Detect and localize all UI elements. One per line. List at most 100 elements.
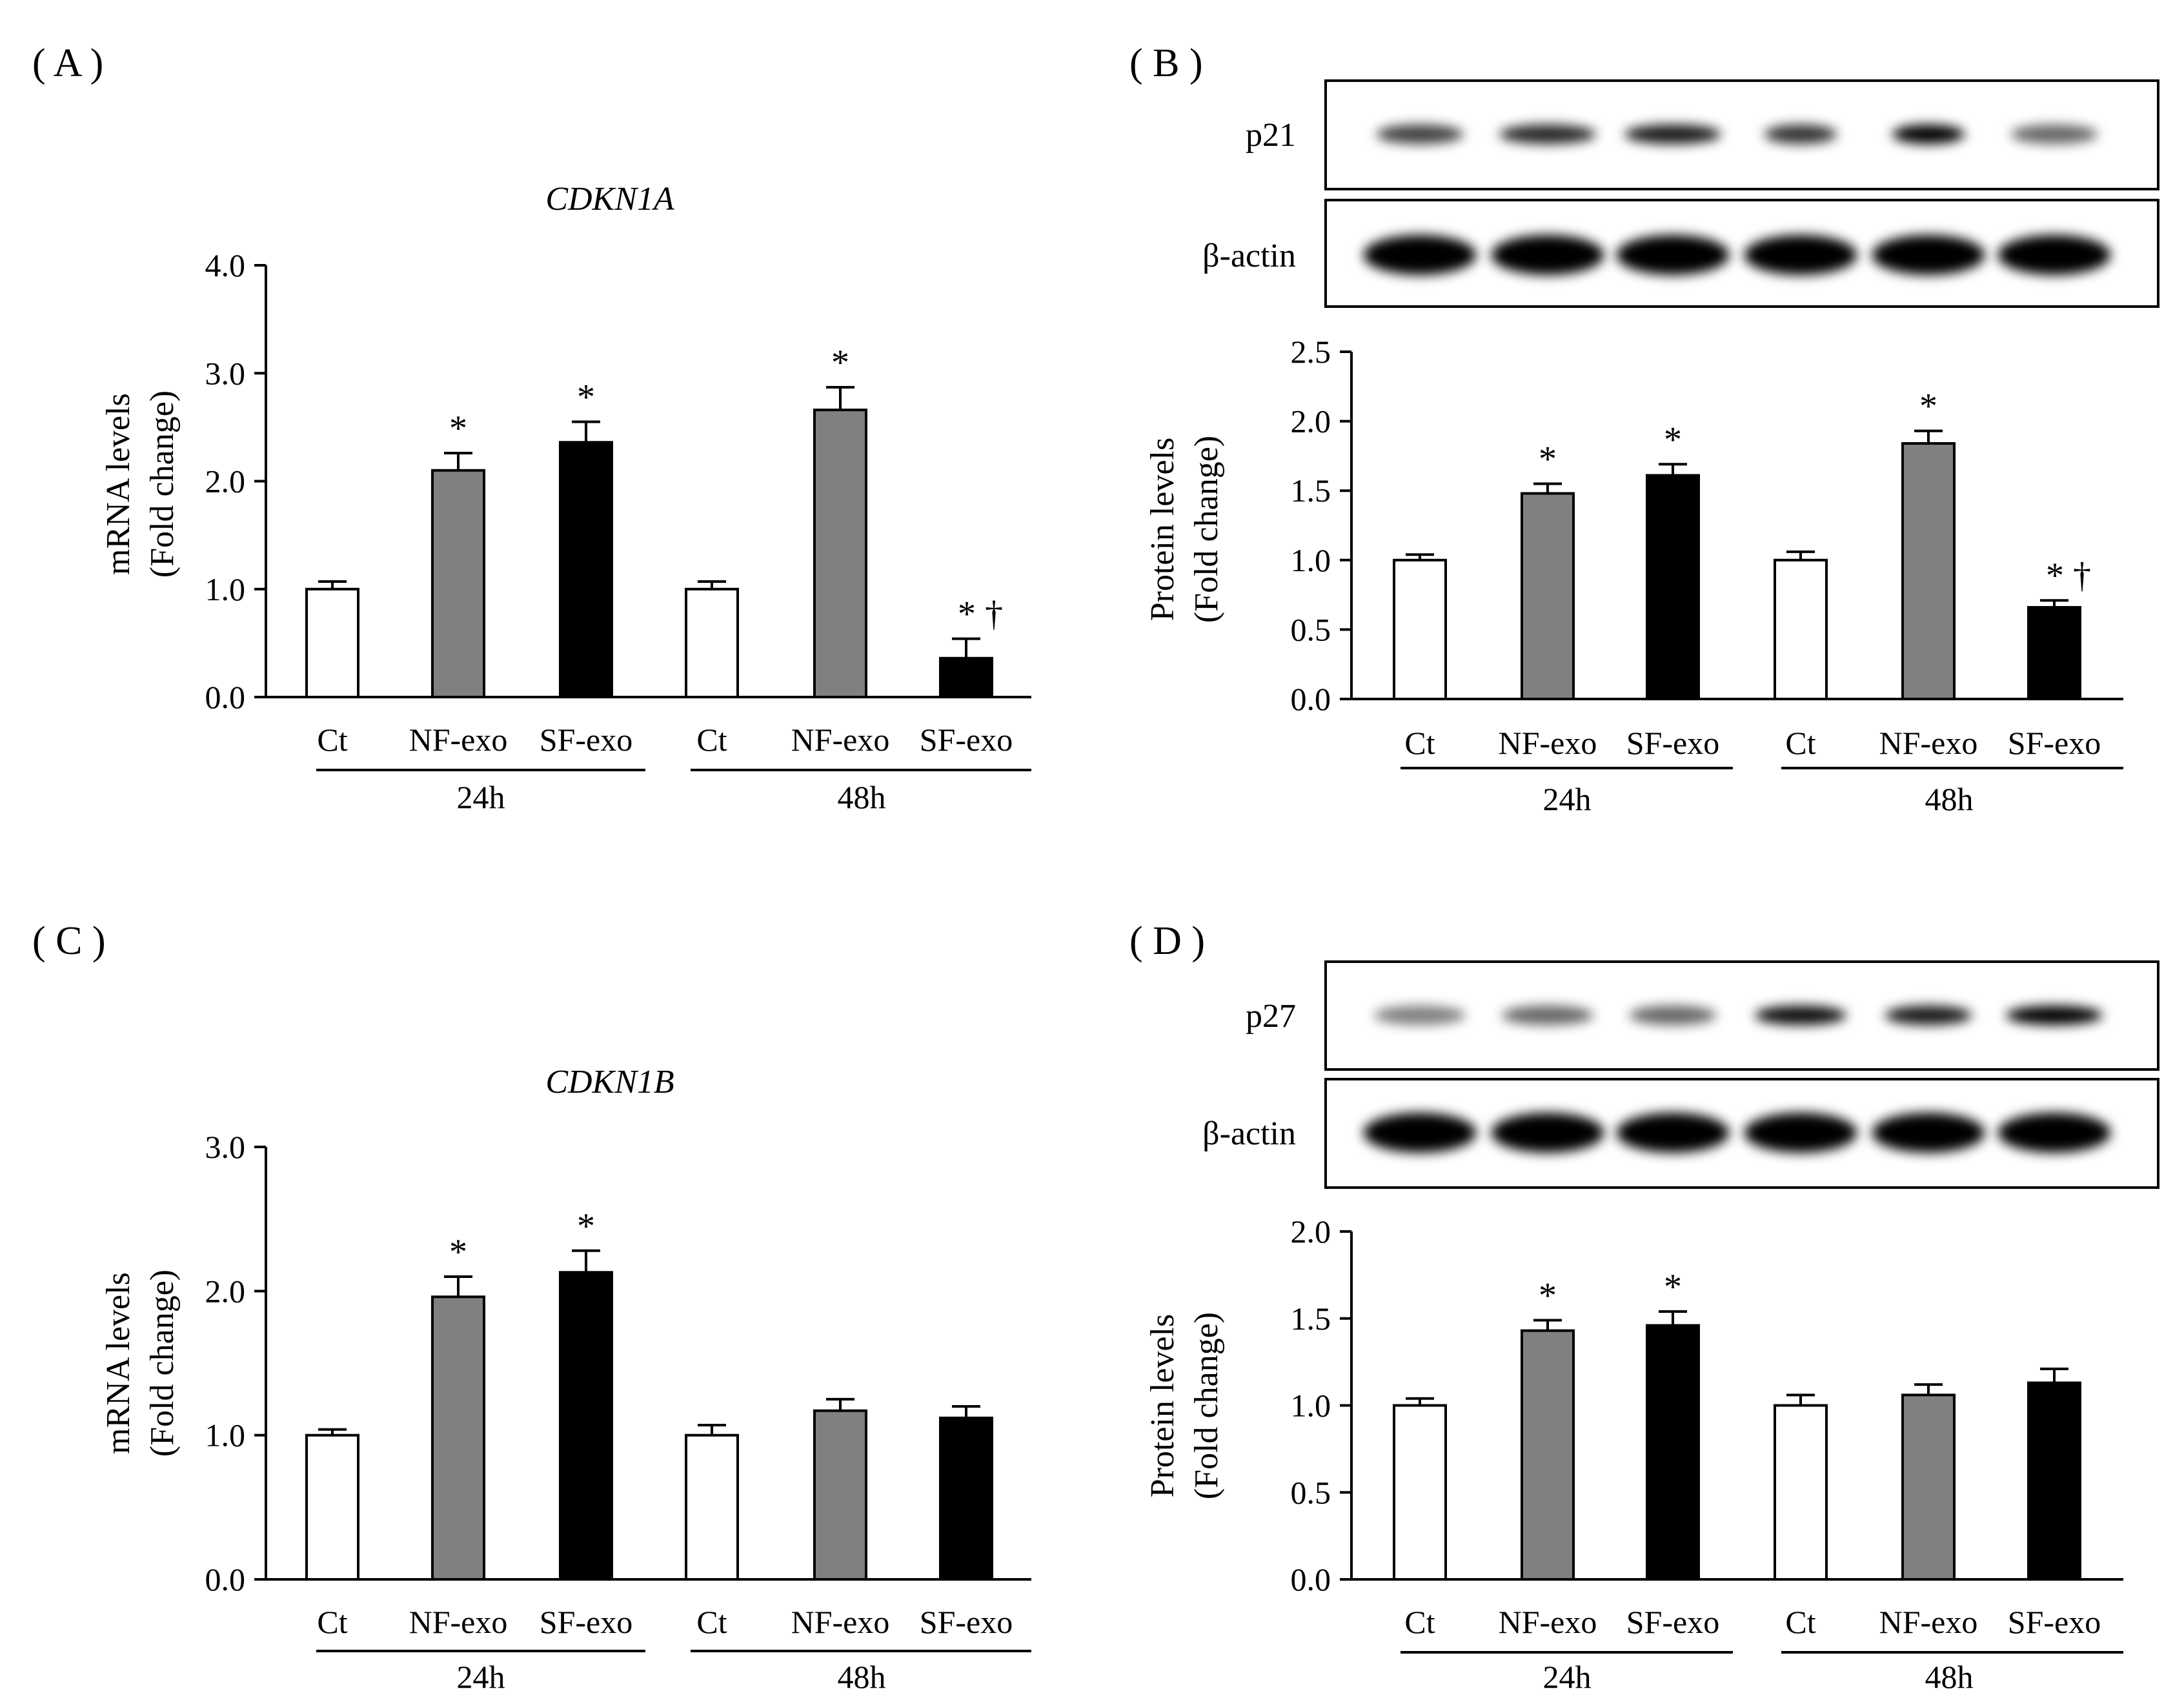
x-tick-label: SF-exo bbox=[920, 722, 1013, 758]
bar bbox=[559, 441, 613, 698]
blot-band bbox=[1491, 235, 1604, 275]
bar bbox=[939, 656, 993, 698]
chart-title: CDKN1A bbox=[545, 181, 674, 218]
y-tick-label: 1.0 bbox=[1291, 1388, 1331, 1424]
chart-title: CDKN1B bbox=[545, 1064, 674, 1100]
group-label: 48h bbox=[1925, 781, 1974, 817]
group-label: 48h bbox=[1925, 1659, 1974, 1695]
y-tick-label: 3.0 bbox=[205, 1129, 246, 1165]
blot-band bbox=[1616, 1113, 1730, 1153]
bar bbox=[1646, 1324, 1700, 1581]
y-axis-label: (Fold change) bbox=[144, 390, 181, 578]
bar bbox=[431, 1295, 485, 1581]
bar bbox=[305, 1434, 359, 1581]
x-tick-label: SF-exo bbox=[540, 1604, 632, 1640]
y-axis-label: mRNA levels bbox=[100, 393, 137, 575]
group-label: 24h bbox=[1543, 1659, 1592, 1695]
x-tick-label: NF-exo bbox=[1879, 1604, 1978, 1640]
bar bbox=[1393, 558, 1447, 700]
y-axis-label: Protein levels bbox=[1144, 1314, 1181, 1498]
blot-band bbox=[2010, 125, 2098, 144]
x-tick-label: NF-exo bbox=[409, 1604, 508, 1640]
significance-marker: * † bbox=[2046, 556, 2091, 596]
group-label: 24h bbox=[457, 1659, 505, 1695]
x-tick-label: SF-exo bbox=[2008, 1604, 2101, 1640]
blot-band bbox=[1491, 1113, 1604, 1153]
x-tick-label: Ct bbox=[696, 1604, 727, 1640]
blot-band bbox=[1616, 235, 1730, 275]
blot-band bbox=[1754, 1006, 1847, 1025]
y-tick-label: 2.0 bbox=[205, 463, 246, 500]
x-tick-label: Ct bbox=[317, 722, 347, 758]
x-tick-label: SF-exo bbox=[920, 1604, 1013, 1640]
group-label: 24h bbox=[1543, 781, 1592, 817]
blot-band bbox=[1885, 1006, 1972, 1025]
x-tick-label: NF-exo bbox=[1499, 1604, 1597, 1640]
blot-label: p27 bbox=[1246, 998, 1296, 1035]
y-tick-label: 1.0 bbox=[205, 571, 246, 607]
y-tick-label: 1.0 bbox=[205, 1417, 246, 1454]
bar bbox=[1774, 1404, 1828, 1581]
blot-band bbox=[1363, 235, 1477, 275]
y-axis-label: mRNA levels bbox=[100, 1272, 137, 1454]
bar bbox=[813, 409, 867, 698]
blot-band bbox=[1624, 125, 1721, 144]
y-tick-label: 0.0 bbox=[205, 679, 246, 715]
y-axis-label: (Fold change) bbox=[144, 1270, 181, 1457]
y-tick-label: 0.0 bbox=[1291, 1561, 1331, 1597]
blot-band bbox=[1744, 235, 1857, 275]
blot-label: β-actin bbox=[1202, 1115, 1296, 1152]
bar bbox=[1901, 1393, 1956, 1581]
bar bbox=[559, 1271, 613, 1581]
blot-band bbox=[1764, 125, 1837, 144]
blot-band bbox=[1629, 1006, 1717, 1025]
y-axis-label: (Fold change) bbox=[1188, 1312, 1225, 1499]
y-tick-label: 3.0 bbox=[205, 355, 246, 391]
y-tick-label: 1.5 bbox=[1291, 472, 1331, 509]
group-label: 48h bbox=[838, 1659, 886, 1695]
significance-marker: * bbox=[1664, 1267, 1682, 1307]
blot-band bbox=[1499, 125, 1596, 144]
bar bbox=[305, 587, 359, 698]
bar bbox=[813, 1409, 867, 1581]
x-tick-label: NF-exo bbox=[409, 722, 508, 758]
significance-marker: * bbox=[1664, 420, 1682, 460]
bar bbox=[1901, 442, 1956, 700]
blot-band bbox=[1744, 1113, 1857, 1153]
blot-band bbox=[1376, 125, 1464, 144]
blot-label: β-actin bbox=[1202, 238, 1296, 274]
y-tick-label: 2.0 bbox=[1291, 403, 1331, 440]
bar bbox=[1521, 492, 1575, 701]
x-tick-label: NF-exo bbox=[791, 722, 890, 758]
y-tick-label: 0.0 bbox=[1291, 681, 1331, 717]
bar bbox=[685, 587, 739, 698]
panel-label: ( B ) bbox=[1129, 41, 1203, 85]
bar bbox=[2027, 1381, 2081, 1581]
blot-band bbox=[1872, 1113, 1985, 1153]
y-tick-label: 1.5 bbox=[1291, 1301, 1331, 1337]
bar bbox=[1646, 474, 1700, 700]
bar bbox=[1393, 1404, 1447, 1581]
blot-band bbox=[1997, 235, 2111, 275]
blot-band bbox=[2006, 1006, 2103, 1025]
x-tick-label: SF-exo bbox=[1626, 1604, 1719, 1640]
bar bbox=[1521, 1329, 1575, 1581]
bar bbox=[685, 1434, 739, 1581]
bar bbox=[431, 469, 485, 699]
y-tick-label: 1.0 bbox=[1291, 542, 1331, 578]
y-axis-label: (Fold change) bbox=[1188, 436, 1225, 623]
x-tick-label: SF-exo bbox=[540, 722, 632, 758]
blot-band bbox=[1872, 235, 1985, 275]
x-tick-label: Ct bbox=[1404, 1604, 1435, 1640]
significance-marker: * bbox=[449, 1232, 467, 1272]
y-tick-label: 2.0 bbox=[1291, 1213, 1331, 1250]
significance-marker: * bbox=[449, 409, 467, 449]
x-tick-label: SF-exo bbox=[2008, 725, 2101, 761]
y-tick-label: 2.0 bbox=[205, 1273, 246, 1309]
significance-marker: * bbox=[577, 1206, 595, 1246]
significance-marker: * bbox=[577, 378, 595, 418]
blot-band bbox=[1363, 1113, 1477, 1153]
bar bbox=[2027, 605, 2081, 701]
blot-band bbox=[1892, 125, 1965, 144]
